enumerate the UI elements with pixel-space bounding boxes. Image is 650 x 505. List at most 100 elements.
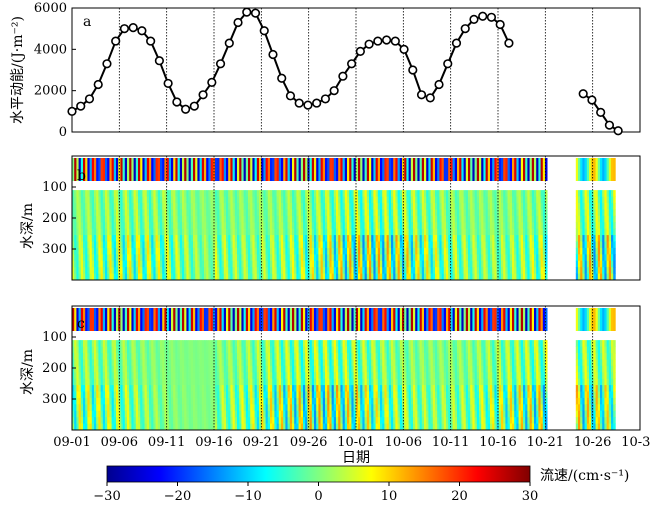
field-cell bbox=[252, 359, 255, 367]
field-cell bbox=[252, 254, 255, 262]
field-cell bbox=[250, 241, 253, 249]
field-cell bbox=[190, 260, 194, 268]
field-cell bbox=[509, 241, 513, 249]
field-cell bbox=[465, 273, 469, 281]
field-cell bbox=[329, 267, 332, 274]
field-cell bbox=[201, 346, 205, 354]
field-cell bbox=[272, 346, 275, 354]
field-cell bbox=[481, 260, 484, 268]
field-cell bbox=[479, 196, 482, 204]
field-cell bbox=[305, 241, 308, 249]
field-cell bbox=[166, 372, 170, 380]
field-cell bbox=[410, 254, 414, 262]
field-cell bbox=[226, 423, 229, 431]
field-cell bbox=[197, 215, 200, 223]
field-cell bbox=[206, 378, 209, 386]
field-cell bbox=[536, 267, 539, 274]
field-cell bbox=[393, 254, 396, 262]
field-cell bbox=[153, 247, 156, 255]
field-cell bbox=[498, 267, 502, 274]
field-cell bbox=[613, 235, 616, 242]
field-cell bbox=[94, 423, 97, 431]
field-cell bbox=[151, 346, 154, 354]
field-cell bbox=[531, 196, 535, 204]
field-cell bbox=[83, 241, 86, 249]
field-cell bbox=[173, 404, 176, 412]
field-cell bbox=[184, 410, 187, 418]
field-cell bbox=[272, 372, 275, 380]
field-cell bbox=[450, 196, 453, 204]
field-cell bbox=[164, 196, 167, 204]
field-cell bbox=[113, 385, 117, 392]
field-cell bbox=[353, 202, 357, 210]
field-cell bbox=[331, 215, 335, 223]
field-cell bbox=[318, 260, 321, 268]
field-cell bbox=[94, 308, 97, 331]
field-cell bbox=[201, 378, 205, 386]
field-cell bbox=[74, 423, 77, 431]
field-cell bbox=[465, 158, 469, 181]
field-cell bbox=[256, 202, 260, 210]
field-cell bbox=[131, 190, 134, 197]
field-cell bbox=[265, 254, 269, 262]
field-cell bbox=[155, 308, 159, 331]
field-cell bbox=[267, 346, 271, 354]
field-cell bbox=[450, 228, 453, 236]
field-cell bbox=[320, 273, 324, 281]
field-cell bbox=[474, 254, 478, 262]
field-cell bbox=[120, 372, 123, 380]
field-cell bbox=[215, 273, 218, 281]
field-cell bbox=[85, 340, 88, 347]
field-cell bbox=[593, 254, 596, 262]
field-cell bbox=[586, 247, 590, 255]
field-cell bbox=[487, 260, 491, 268]
field-cell bbox=[241, 260, 244, 268]
field-cell bbox=[276, 158, 280, 181]
field-cell bbox=[239, 385, 242, 392]
field-cell bbox=[107, 196, 110, 204]
field-cell bbox=[450, 273, 453, 281]
field-cell bbox=[338, 190, 341, 197]
field-cell bbox=[142, 378, 145, 386]
field-cell bbox=[175, 209, 178, 217]
field-cell bbox=[287, 241, 291, 249]
field-cell bbox=[190, 359, 194, 367]
field-cell bbox=[164, 215, 167, 223]
field-cell bbox=[318, 158, 321, 181]
field-cell bbox=[142, 196, 145, 204]
field-cell bbox=[223, 267, 227, 274]
field-cell bbox=[256, 365, 260, 373]
field-cell bbox=[91, 365, 95, 373]
field-cell bbox=[206, 346, 209, 354]
field-cell bbox=[226, 378, 229, 386]
field-cell bbox=[597, 158, 601, 181]
field-cell bbox=[340, 228, 343, 236]
field-cell bbox=[399, 158, 403, 181]
field-cell bbox=[272, 247, 275, 255]
field-cell bbox=[140, 410, 143, 418]
field-cell bbox=[234, 397, 238, 405]
field-cell bbox=[124, 372, 128, 380]
field-cell bbox=[283, 190, 286, 197]
field-cell bbox=[102, 404, 106, 412]
field-cell bbox=[151, 365, 154, 373]
field-cell bbox=[179, 235, 183, 242]
field-cell bbox=[184, 372, 187, 380]
field-cell bbox=[421, 273, 425, 281]
field-cell bbox=[520, 202, 524, 210]
field-cell bbox=[388, 273, 392, 281]
field-cell bbox=[525, 260, 528, 268]
field-cell bbox=[371, 196, 374, 204]
field-cell bbox=[538, 222, 541, 230]
field-cell bbox=[116, 267, 119, 274]
field-cell bbox=[217, 340, 220, 347]
field-cell bbox=[443, 235, 447, 242]
field-cell bbox=[296, 235, 299, 242]
field-cell bbox=[606, 202, 610, 210]
field-cell bbox=[120, 340, 123, 347]
field-cell bbox=[120, 423, 123, 431]
field-cell bbox=[228, 260, 231, 268]
field-cell bbox=[529, 202, 533, 210]
field-cell bbox=[223, 308, 227, 331]
field-cell bbox=[347, 215, 350, 223]
